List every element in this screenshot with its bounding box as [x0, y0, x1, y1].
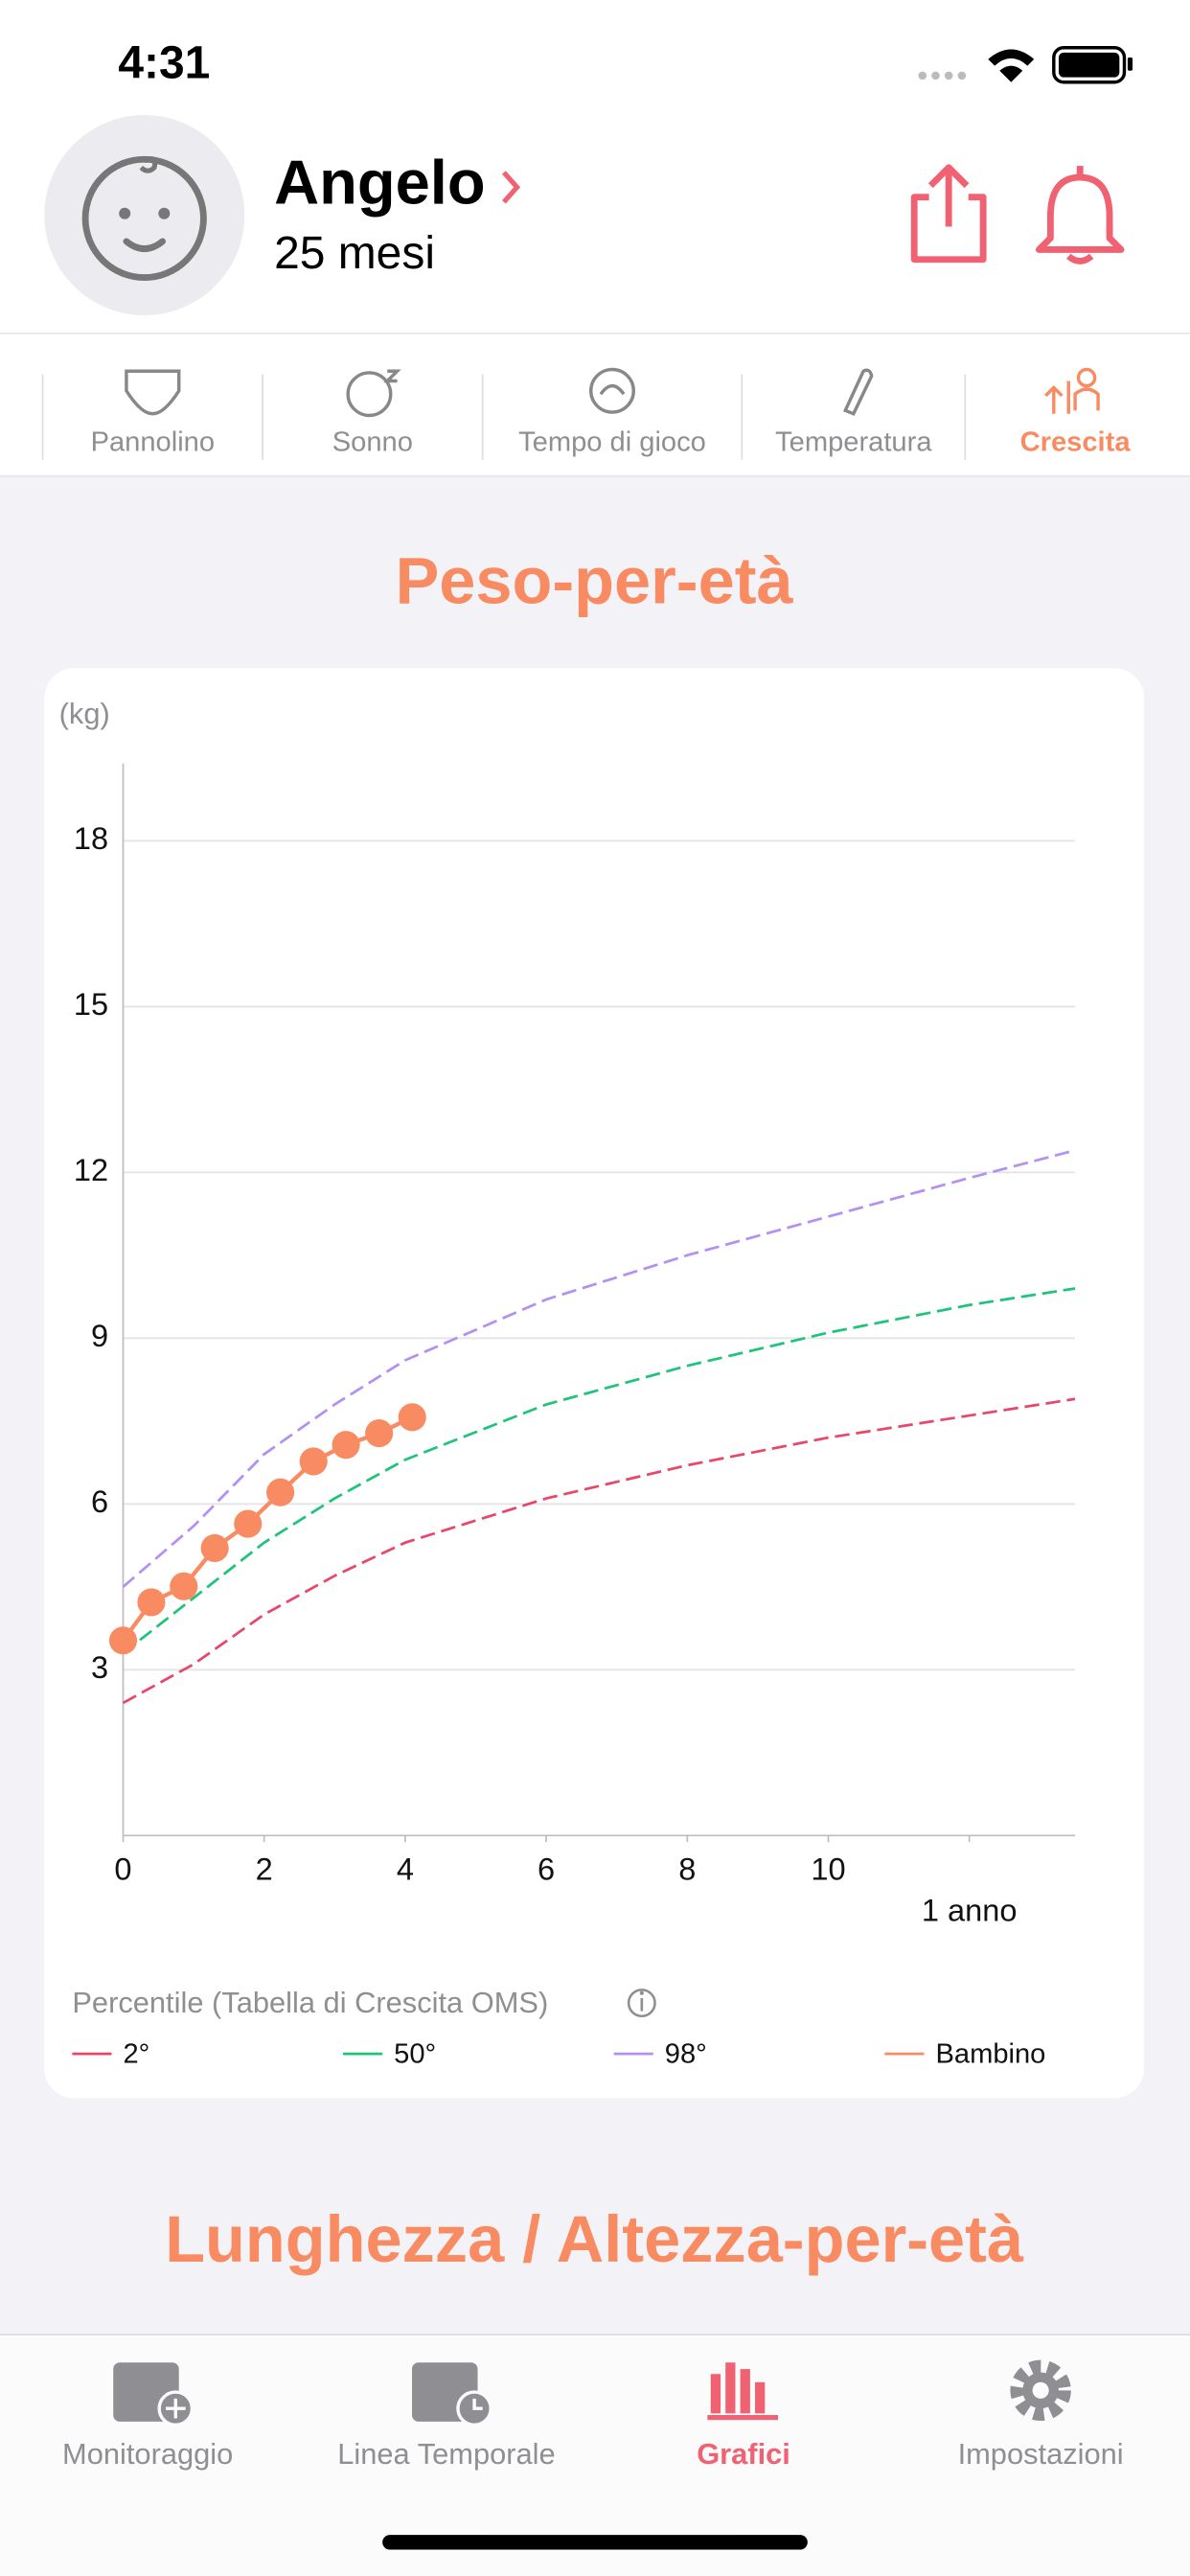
- y-tick-label: 18: [74, 821, 108, 856]
- avatar[interactable]: [44, 114, 245, 315]
- y-axis-label: (kg): [59, 697, 110, 730]
- y-tick-label: 12: [74, 1153, 108, 1187]
- nav-label[interactable]: Monitoraggio: [62, 2437, 233, 2471]
- data-point: [332, 1431, 360, 1460]
- series-line: [122, 1397, 1076, 1705]
- info-icon[interactable]: [627, 1989, 656, 2018]
- chart-card: [44, 668, 1145, 2099]
- share-button[interactable]: [910, 164, 987, 264]
- legend-label: Bambino: [935, 2039, 1045, 2070]
- data-point: [108, 1626, 138, 1655]
- tab-label[interactable]: Temperatura: [775, 426, 932, 457]
- data-point: [266, 1478, 295, 1506]
- data-point: [170, 1572, 198, 1600]
- y-tick-label: 6: [91, 1484, 108, 1519]
- chevron: [502, 171, 521, 204]
- x-tick-label: 4: [397, 1852, 414, 1887]
- data-point: [365, 1418, 394, 1448]
- x-tick-label: 8: [678, 1852, 696, 1887]
- profile-name[interactable]: Angelo: [274, 148, 486, 218]
- nav-icons: [113, 2359, 1071, 2427]
- y-tick-label: 15: [74, 987, 108, 1022]
- legend-label: 50°: [394, 2039, 436, 2070]
- nav-label[interactable]: Linea Temporale: [337, 2437, 555, 2471]
- tab-label[interactable]: Sonno: [332, 426, 413, 457]
- data-point: [234, 1509, 263, 1538]
- tab-label[interactable]: Tempo di gioco: [518, 426, 706, 457]
- legend-title: Percentile (Tabella di Crescita OMS): [72, 1986, 548, 2019]
- section-title: Lunghezza / Altezza-per-età: [165, 2202, 1024, 2276]
- x-tick-label: 6: [538, 1852, 555, 1887]
- profile-age: 25 mesi: [274, 228, 435, 279]
- series-line: [121, 1414, 414, 1643]
- data-point: [299, 1447, 328, 1476]
- tab-icons: [125, 367, 874, 418]
- tab-icon-active: [1044, 367, 1100, 414]
- status-time: 4:31: [118, 37, 210, 88]
- y-tick-label: 3: [91, 1650, 108, 1685]
- tab-label[interactable]: Pannolino: [91, 426, 216, 457]
- series-line: [122, 1148, 1076, 1588]
- bell-button[interactable]: [1035, 166, 1125, 264]
- series-line: [122, 1287, 1076, 1655]
- nav-label[interactable]: Grafici: [697, 2437, 790, 2471]
- nav-label[interactable]: Impostazioni: [958, 2437, 1124, 2471]
- x-tick-label: 1 anno: [922, 1893, 1017, 1927]
- x-tick-label: 10: [811, 1852, 845, 1887]
- home-indicator: [382, 2535, 808, 2550]
- x-tick-label: 2: [256, 1852, 273, 1887]
- x-tick-label: 0: [114, 1852, 131, 1887]
- data-point: [398, 1403, 426, 1432]
- status-icons: [918, 46, 1133, 84]
- legend-label: 2°: [123, 2039, 149, 2070]
- data-point: [200, 1533, 229, 1563]
- section-title: Peso-per-età: [396, 544, 794, 618]
- legend-label: 98°: [665, 2039, 707, 2070]
- data-point: [137, 1588, 166, 1617]
- tab-label[interactable]: Crescita: [1020, 426, 1132, 457]
- y-tick-label: 9: [91, 1319, 108, 1353]
